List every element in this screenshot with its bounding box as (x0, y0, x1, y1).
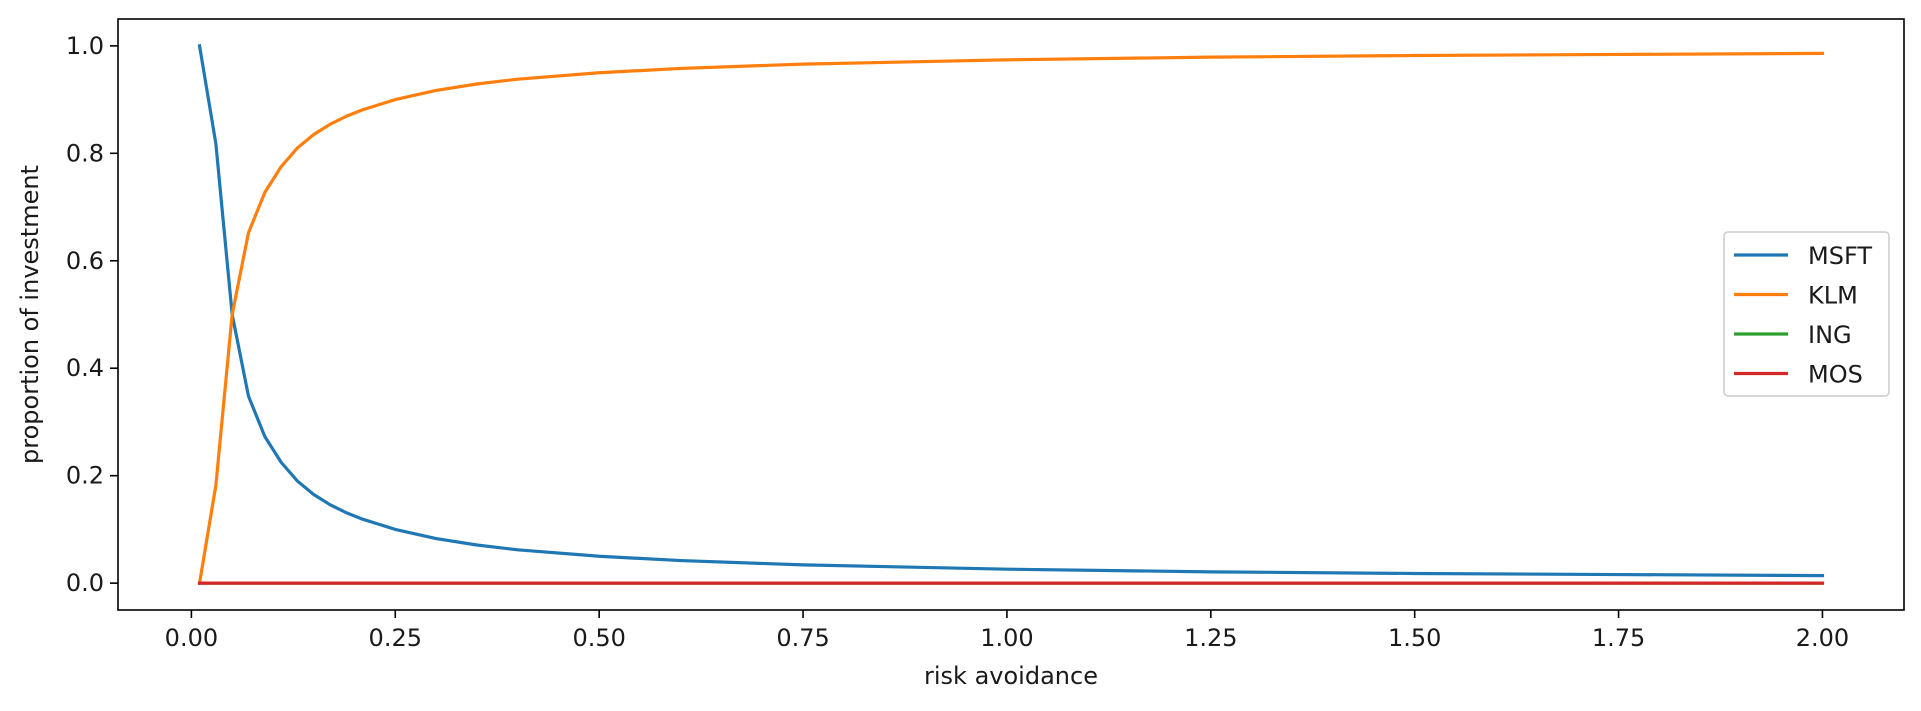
y-tick-label: 0.6 (66, 247, 104, 275)
x-axis-label: risk avoidance (924, 662, 1098, 690)
x-tick-label: 0.00 (165, 624, 218, 652)
x-tick-label: 1.75 (1592, 624, 1645, 652)
x-tick-label: 2.00 (1796, 624, 1849, 652)
x-tick-label: 1.00 (980, 624, 1033, 652)
x-tick-label: 1.25 (1184, 624, 1237, 652)
y-axis-label: proportion of investment (16, 165, 44, 464)
y-tick-label: 0.2 (66, 462, 104, 490)
legend-label-msft: MSFT (1808, 242, 1872, 270)
legend-label-mos: MOS (1808, 361, 1863, 389)
x-tick-label: 0.25 (369, 624, 422, 652)
y-tick-label: 1.0 (66, 32, 104, 60)
plot-frame (117, 18, 1905, 611)
x-tick-label: 0.75 (776, 624, 829, 652)
y-tick-label: 0.0 (66, 569, 104, 597)
x-tick-label: 0.50 (572, 624, 625, 652)
series-line-msft (197, 44, 1825, 578)
legend-box (1723, 231, 1890, 397)
legend-label-ing: ING (1808, 321, 1852, 349)
legend-label-klm: KLM (1808, 282, 1858, 310)
plot-area (197, 44, 1825, 585)
series-line-klm (197, 51, 1825, 585)
y-tick-label: 0.8 (66, 139, 104, 167)
y-tick-label: 0.4 (66, 354, 104, 382)
x-tick-label: 1.50 (1388, 624, 1441, 652)
legend: MSFT KLM ING MOS (1723, 231, 1890, 397)
axes: 0.00 0.25 0.50 0.75 1.00 1.25 1.50 1.75 2.00 0.0 0… (66, 18, 1905, 652)
